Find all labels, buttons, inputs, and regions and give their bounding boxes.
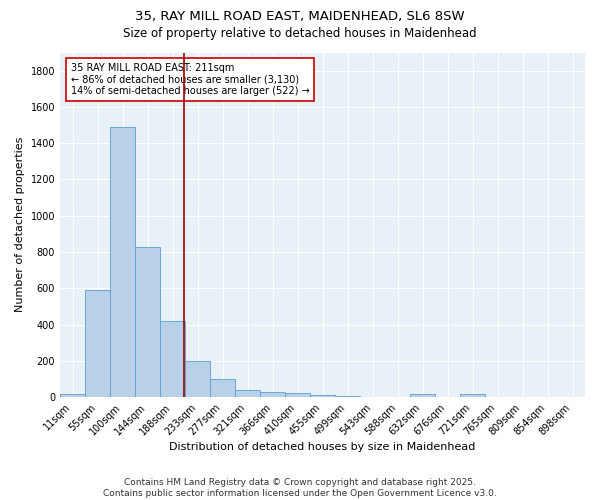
Bar — [235, 390, 260, 397]
Bar — [185, 361, 210, 397]
Bar — [210, 379, 235, 397]
Bar — [285, 393, 310, 397]
Text: Contains HM Land Registry data © Crown copyright and database right 2025.
Contai: Contains HM Land Registry data © Crown c… — [103, 478, 497, 498]
Bar — [60, 394, 85, 397]
Bar — [260, 392, 285, 397]
Bar — [85, 290, 110, 397]
Bar — [410, 394, 435, 397]
Bar — [110, 127, 135, 397]
Bar — [135, 246, 160, 397]
Text: Size of property relative to detached houses in Maidenhead: Size of property relative to detached ho… — [123, 28, 477, 40]
Bar — [460, 394, 485, 397]
Bar — [310, 396, 335, 397]
Bar — [160, 321, 185, 397]
Y-axis label: Number of detached properties: Number of detached properties — [15, 137, 25, 312]
X-axis label: Distribution of detached houses by size in Maidenhead: Distribution of detached houses by size … — [169, 442, 476, 452]
Text: 35, RAY MILL ROAD EAST, MAIDENHEAD, SL6 8SW: 35, RAY MILL ROAD EAST, MAIDENHEAD, SL6 … — [135, 10, 465, 23]
Text: 35 RAY MILL ROAD EAST: 211sqm
← 86% of detached houses are smaller (3,130)
14% o: 35 RAY MILL ROAD EAST: 211sqm ← 86% of d… — [71, 63, 309, 96]
Bar — [335, 396, 360, 397]
